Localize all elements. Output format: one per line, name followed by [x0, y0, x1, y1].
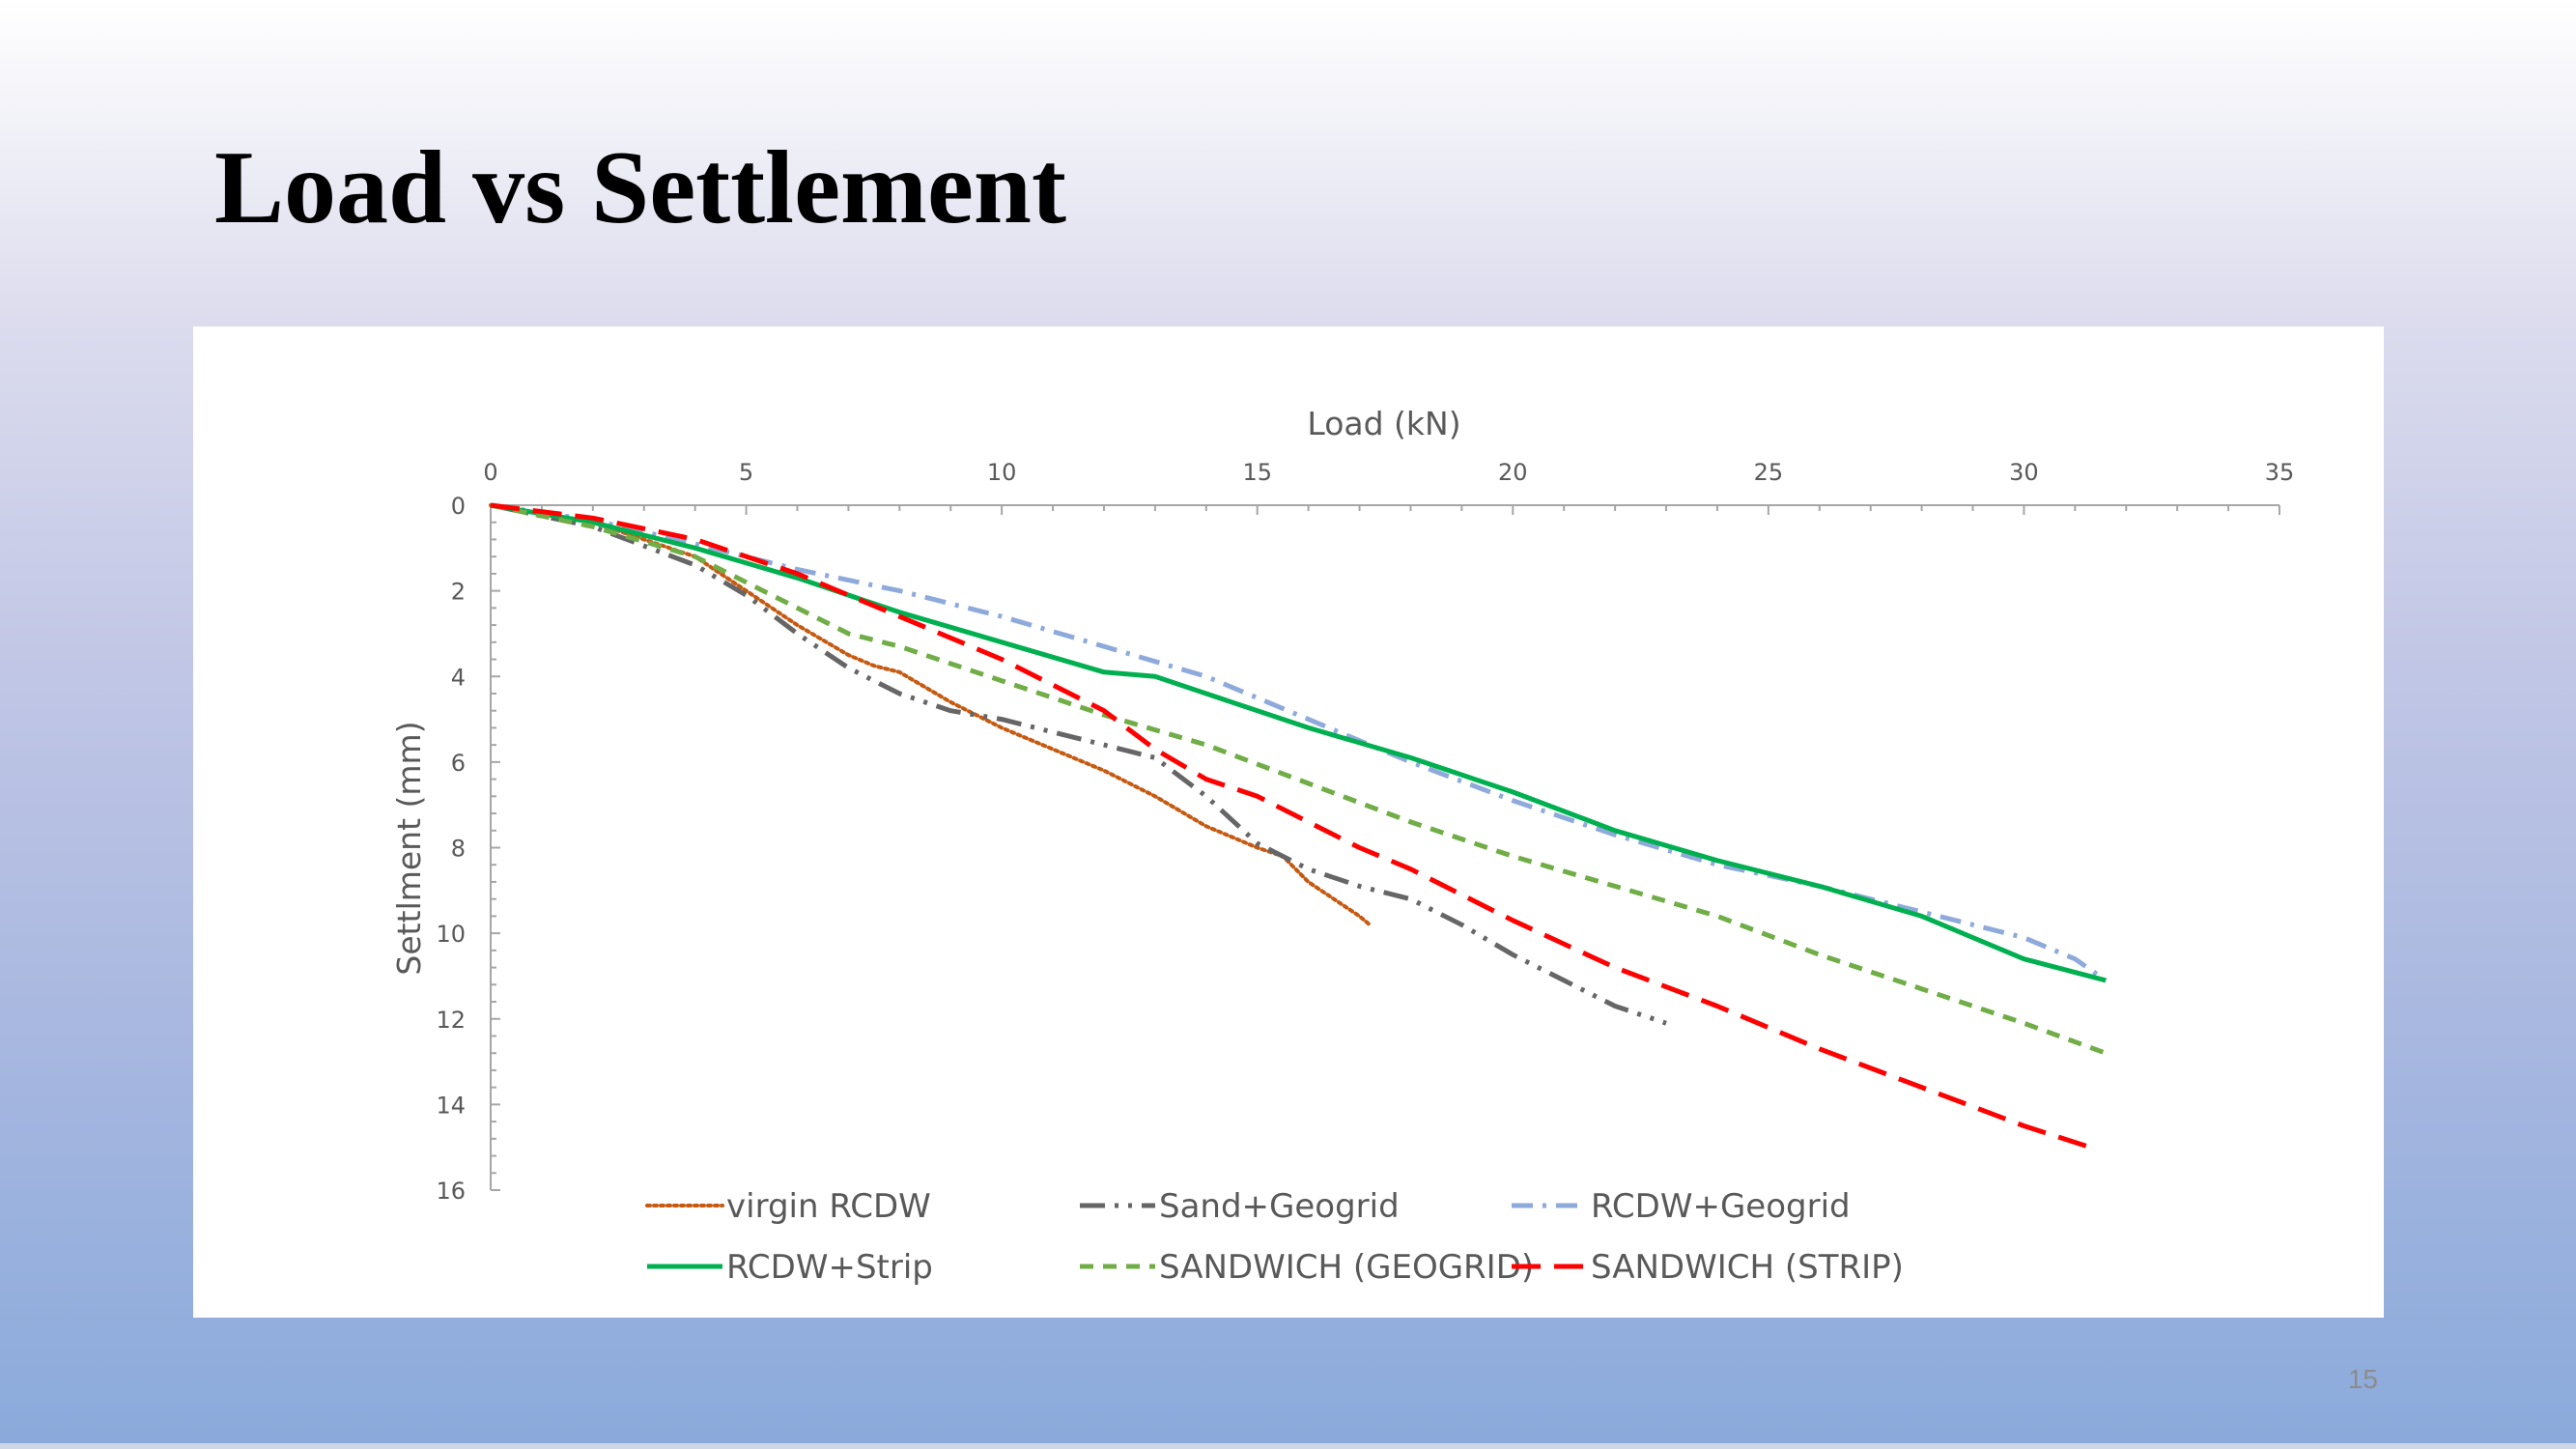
slide-title: Load vs Settlement: [214, 130, 1066, 245]
y-tick-label: 10: [436, 921, 466, 948]
legend-label-1: Sand+Geogrid: [1159, 1187, 1400, 1226]
y-tick-label: 12: [436, 1007, 466, 1034]
x-tick-label: 25: [1754, 459, 1784, 486]
x-tick-label: 10: [987, 459, 1017, 486]
legend-label-3: RCDW+Strip: [726, 1248, 933, 1287]
slide-bottom-strip: [0, 1443, 2576, 1449]
x-tick-label: 35: [2265, 459, 2295, 486]
series-line-2: [490, 502, 2108, 982]
series-line-3: [490, 502, 2107, 983]
legend-label-5: SANDWICH (STRIP): [1591, 1248, 1904, 1287]
y-tick-label: 4: [451, 664, 466, 691]
legend-label-0: virgin RCDW: [726, 1187, 931, 1226]
y-tick-label: 2: [451, 579, 466, 606]
y-tick-label: 6: [451, 750, 466, 777]
page-number: 15: [2347, 1364, 2378, 1394]
legend-label-4: SANDWICH (GEOGRID): [1159, 1248, 1534, 1287]
legend: virgin RCDW Sand+Geogrid RCDW+Geogrid RCDW+…: [645, 1187, 1904, 1287]
x-tick-label: 30: [2009, 459, 2039, 486]
x-tick-label: 5: [739, 459, 753, 486]
series-line-1: [490, 502, 1667, 1026]
axes: 0 5 10 15 20 25 30 35 0 2 4 6 8 10 12 14 16: [436, 459, 2294, 1205]
series-line-5: [490, 502, 2091, 1151]
chart-panel: 0 5 10 15 20 25 30 35 0 2 4 6 8 10 12 14 16 Load (kN) Se…: [193, 327, 2384, 1318]
legend-label-2: RCDW+Geogrid: [1591, 1187, 1851, 1226]
y-tick-label: 0: [451, 493, 466, 520]
y-tick-label: 8: [451, 836, 466, 863]
y-tick-label: 14: [436, 1092, 466, 1119]
x-axis-title: Load (kN): [1307, 405, 1460, 442]
x-tick-label: 15: [1242, 459, 1272, 486]
series-lines: [489, 502, 2108, 1151]
x-tick-label: 20: [1498, 459, 1528, 486]
x-tick-label: 0: [483, 459, 497, 486]
y-axis-title: Settlment (mm): [390, 721, 428, 975]
series-line-0: [489, 503, 1373, 927]
line-chart: 0 5 10 15 20 25 30 35 0 2 4 6 8 10 12 14 16 Load (kN) Se…: [390, 405, 2294, 1287]
y-tick-label: 16: [436, 1178, 466, 1205]
series-line-4: [490, 502, 2107, 1056]
